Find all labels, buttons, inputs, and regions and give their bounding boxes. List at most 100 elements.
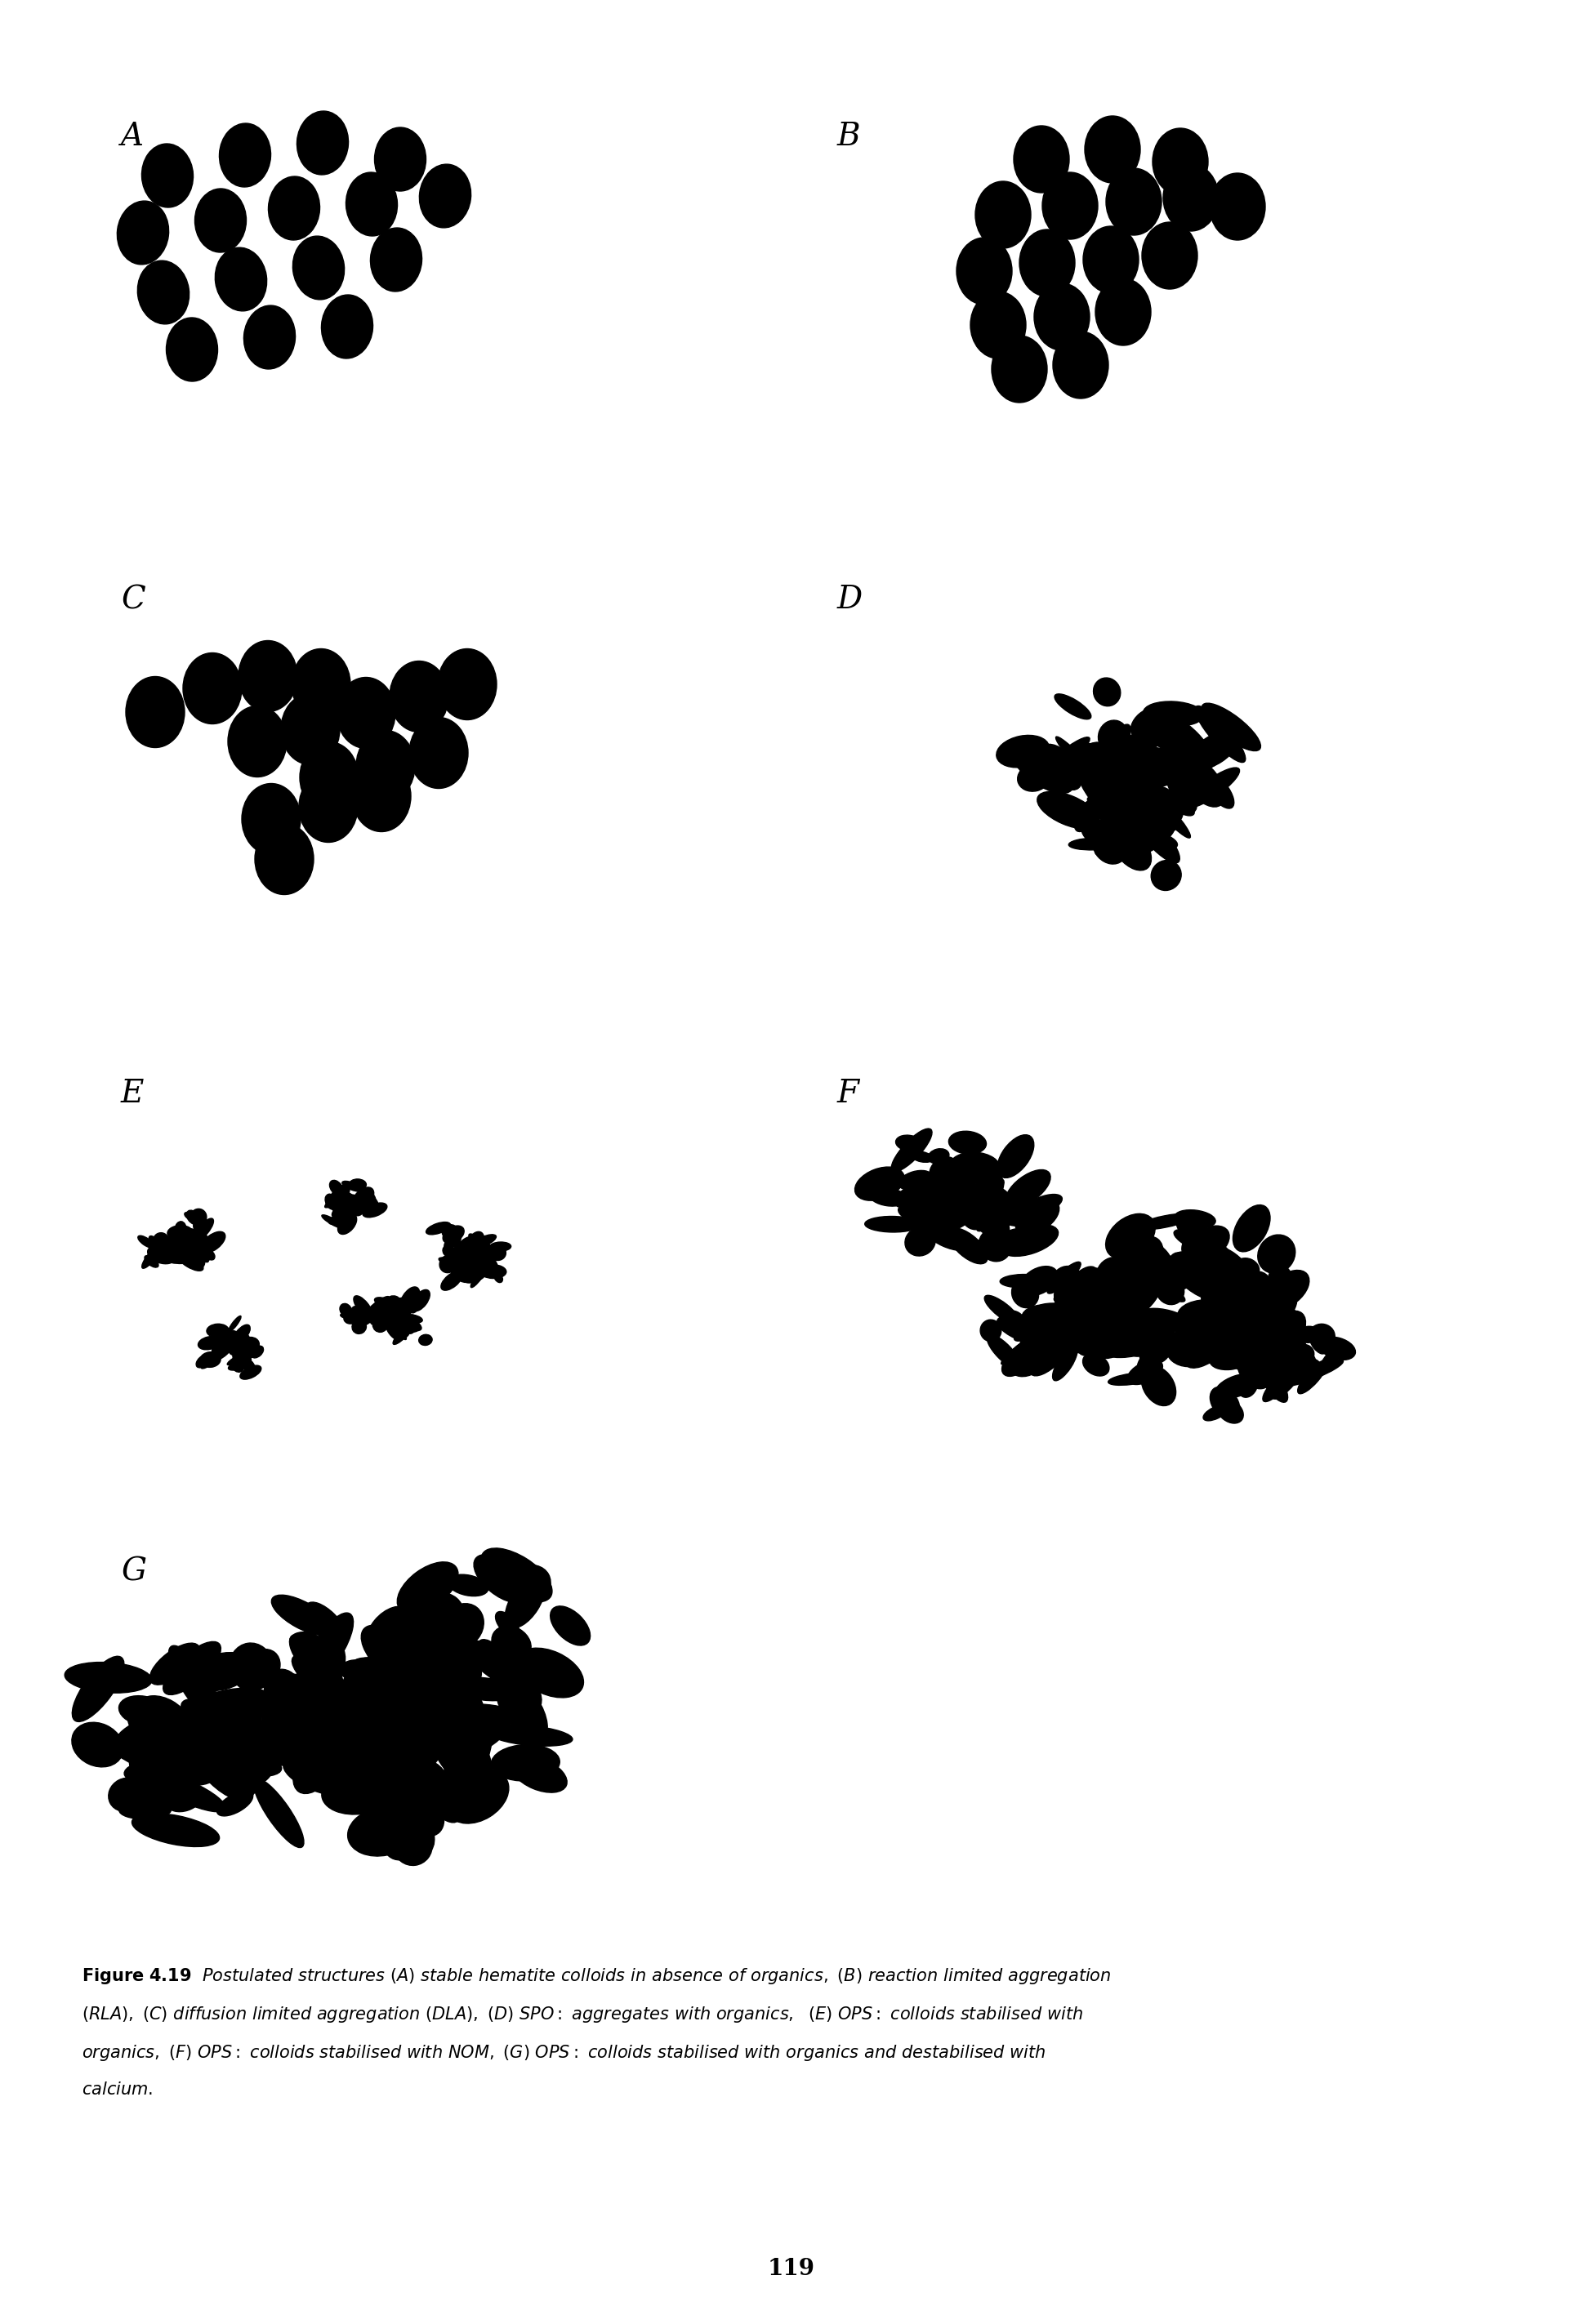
Ellipse shape: [119, 1697, 166, 1727]
Ellipse shape: [228, 1343, 247, 1355]
Ellipse shape: [366, 1606, 415, 1659]
Ellipse shape: [182, 1246, 204, 1269]
Ellipse shape: [942, 1192, 974, 1225]
Ellipse shape: [385, 1755, 429, 1799]
Ellipse shape: [419, 165, 472, 228]
Ellipse shape: [1083, 1353, 1110, 1376]
Ellipse shape: [1054, 1283, 1086, 1315]
Ellipse shape: [469, 1260, 481, 1269]
Ellipse shape: [233, 1353, 255, 1371]
Ellipse shape: [1263, 1360, 1289, 1385]
Ellipse shape: [180, 1690, 247, 1731]
Ellipse shape: [1070, 1306, 1110, 1334]
Ellipse shape: [1213, 1271, 1249, 1292]
Ellipse shape: [442, 1225, 457, 1239]
Ellipse shape: [1067, 1320, 1094, 1353]
Ellipse shape: [363, 1204, 388, 1218]
Ellipse shape: [1270, 1318, 1303, 1332]
Ellipse shape: [1080, 748, 1110, 779]
Ellipse shape: [1076, 753, 1108, 772]
Ellipse shape: [1260, 1318, 1293, 1348]
Ellipse shape: [1116, 753, 1189, 781]
Ellipse shape: [964, 1155, 985, 1183]
Ellipse shape: [1295, 1339, 1317, 1367]
Ellipse shape: [141, 1769, 184, 1810]
Ellipse shape: [1230, 1322, 1258, 1353]
Ellipse shape: [339, 1185, 348, 1192]
Ellipse shape: [385, 1297, 402, 1320]
Ellipse shape: [1176, 1213, 1214, 1255]
Ellipse shape: [551, 1606, 590, 1645]
Ellipse shape: [336, 1192, 350, 1211]
Ellipse shape: [1075, 755, 1100, 769]
Ellipse shape: [142, 1246, 161, 1269]
Ellipse shape: [222, 1336, 244, 1348]
Ellipse shape: [386, 1662, 445, 1710]
Ellipse shape: [1040, 744, 1081, 790]
Ellipse shape: [321, 1215, 344, 1229]
Ellipse shape: [1037, 792, 1099, 830]
Ellipse shape: [1042, 172, 1097, 239]
Ellipse shape: [393, 1320, 418, 1332]
Ellipse shape: [1070, 741, 1119, 786]
Ellipse shape: [290, 1736, 347, 1787]
Ellipse shape: [473, 1555, 529, 1604]
Ellipse shape: [480, 1248, 492, 1260]
Ellipse shape: [173, 1234, 187, 1250]
Ellipse shape: [339, 1750, 378, 1792]
Ellipse shape: [1015, 1322, 1042, 1341]
Ellipse shape: [348, 1806, 418, 1857]
Ellipse shape: [144, 1255, 158, 1267]
Ellipse shape: [192, 1738, 253, 1801]
Ellipse shape: [1089, 1276, 1126, 1318]
Ellipse shape: [402, 1673, 431, 1699]
Ellipse shape: [1217, 1399, 1243, 1422]
Ellipse shape: [1088, 795, 1133, 809]
Ellipse shape: [1099, 788, 1127, 809]
Ellipse shape: [264, 1669, 299, 1706]
Ellipse shape: [970, 290, 1026, 358]
Ellipse shape: [898, 1204, 948, 1227]
Ellipse shape: [304, 1613, 353, 1683]
Ellipse shape: [1019, 1267, 1057, 1294]
Ellipse shape: [920, 1211, 943, 1236]
Ellipse shape: [1133, 813, 1179, 862]
Ellipse shape: [383, 1829, 415, 1859]
Ellipse shape: [180, 1234, 203, 1241]
Ellipse shape: [242, 1650, 280, 1687]
Ellipse shape: [336, 1195, 351, 1204]
Ellipse shape: [443, 1246, 454, 1257]
Ellipse shape: [1258, 1234, 1295, 1274]
Ellipse shape: [939, 1176, 969, 1202]
Ellipse shape: [271, 1594, 332, 1636]
Ellipse shape: [239, 1334, 250, 1348]
Ellipse shape: [154, 1232, 169, 1248]
Ellipse shape: [1260, 1311, 1306, 1360]
Ellipse shape: [457, 1269, 486, 1283]
Ellipse shape: [388, 1769, 431, 1808]
Ellipse shape: [456, 1239, 473, 1255]
Ellipse shape: [1257, 1297, 1279, 1318]
Ellipse shape: [1298, 1360, 1328, 1394]
Ellipse shape: [1107, 1311, 1154, 1355]
Ellipse shape: [389, 1320, 407, 1339]
Ellipse shape: [1236, 1299, 1287, 1348]
Ellipse shape: [1046, 1332, 1103, 1348]
Ellipse shape: [242, 1341, 258, 1353]
Ellipse shape: [344, 1311, 361, 1325]
Ellipse shape: [380, 1643, 438, 1678]
Ellipse shape: [299, 772, 358, 841]
Ellipse shape: [1154, 799, 1183, 825]
Ellipse shape: [457, 1243, 486, 1262]
Ellipse shape: [978, 1229, 1012, 1262]
Ellipse shape: [1122, 1322, 1156, 1357]
Ellipse shape: [991, 335, 1048, 402]
Ellipse shape: [924, 1222, 970, 1250]
Ellipse shape: [192, 1652, 252, 1690]
Ellipse shape: [321, 295, 374, 358]
Ellipse shape: [1114, 1276, 1160, 1306]
Ellipse shape: [1132, 792, 1175, 832]
Ellipse shape: [250, 1346, 263, 1357]
Ellipse shape: [242, 1336, 260, 1350]
Ellipse shape: [404, 1315, 423, 1322]
